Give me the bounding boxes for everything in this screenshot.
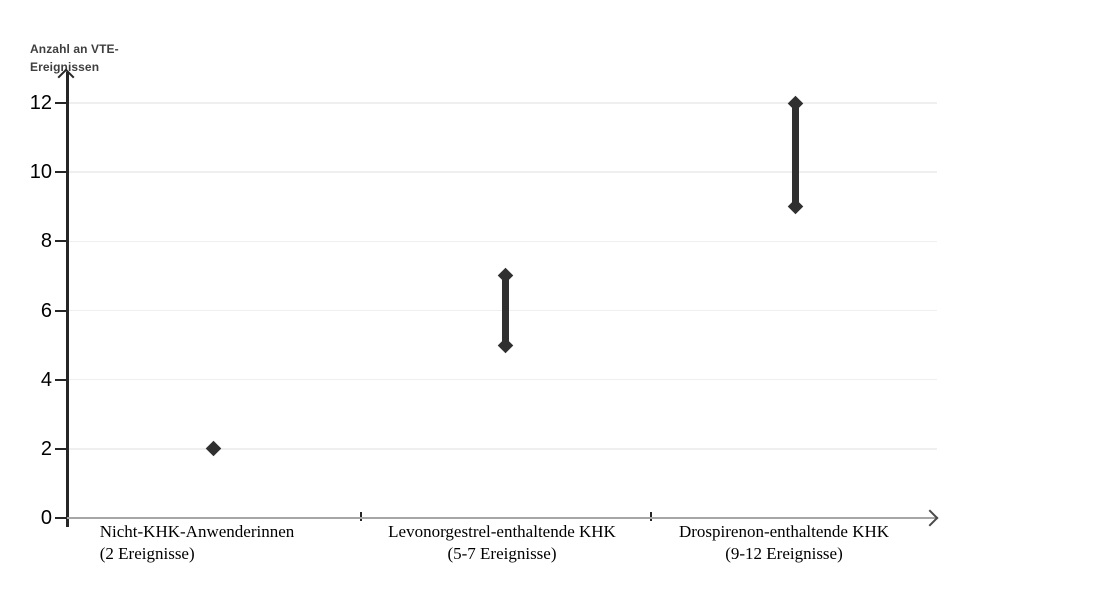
y-axis-tick-label: 4 — [40, 368, 52, 391]
y-axis-tick — [55, 378, 67, 381]
x-category-label-events: (9-12 Ereignisse) — [725, 544, 843, 563]
data-point-diamond — [787, 95, 803, 111]
x-axis-tick — [650, 512, 652, 521]
x-category-label-events: (2 Ereignisse) — [99, 544, 195, 563]
x-category-label-name: Levonorgestrel-enthaltende KHK — [388, 522, 616, 541]
gridline — [68, 171, 937, 173]
x-category-label: Drospirenon-enthaltende KHK (9-12 Ereigni… — [679, 521, 889, 565]
gridline — [68, 240, 937, 243]
gridline — [68, 448, 937, 450]
x-category-label: Nicht-KHK-Anwenderinnen (2 Ereignisse) — [100, 521, 295, 565]
y-axis-tick-label: 12 — [29, 92, 52, 114]
y-axis-tick — [55, 517, 67, 519]
x-category-label: Levonorgestrel-enthaltende KHK (5-7 Ereig… — [388, 521, 616, 565]
y-axis-title-line2: Ereignissen — [30, 60, 100, 74]
y-axis-tick-label: 10 — [29, 161, 52, 184]
y-axis-tick-label: 0 — [40, 507, 52, 529]
gridline — [68, 378, 937, 381]
y-axis-tick — [55, 240, 67, 243]
y-axis-line — [66, 72, 69, 527]
y-axis-tick — [55, 309, 67, 312]
y-axis-title-line1: Anzahl an VTE- — [30, 42, 119, 56]
y-axis-title: Anzahl an VTE- Ereignissen — [30, 40, 119, 76]
y-axis-tick — [55, 171, 67, 174]
data-point-diamond — [497, 337, 513, 353]
y-axis-tick-label: 6 — [40, 299, 52, 322]
range-connector — [791, 103, 799, 207]
data-point-diamond — [205, 441, 221, 457]
x-axis-line — [67, 517, 937, 519]
y-axis-tick — [55, 102, 67, 104]
x-category-label-name: Drospirenon-enthaltende KHK — [678, 522, 890, 541]
x-category-label-events: (5-7 Ereignisse) — [447, 544, 557, 563]
x-axis-arrow-icon — [921, 509, 939, 527]
y-axis-tick-label: 2 — [40, 437, 52, 460]
range-connector — [501, 275, 509, 346]
x-category-label-name: Nicht-KHK-Anwenderinnen — [99, 522, 295, 541]
data-point-diamond — [787, 198, 803, 215]
gridline — [68, 102, 937, 104]
y-axis-tick — [55, 447, 67, 450]
x-axis-tick — [360, 512, 362, 521]
y-axis-tick-label: 8 — [40, 230, 52, 253]
data-point-diamond — [497, 268, 513, 284]
